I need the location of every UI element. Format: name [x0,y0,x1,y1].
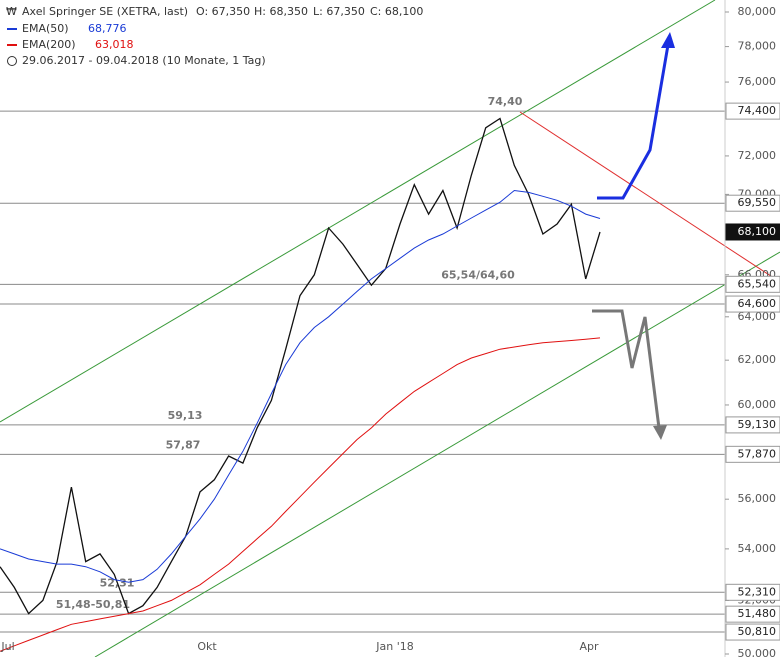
y-tick-label: 78,000 [738,40,777,53]
clock-icon [7,56,17,66]
lower-channel [94,251,780,657]
level-note: 57,87 [166,438,201,451]
trend-line [519,111,780,283]
up-arrow-head [661,32,675,48]
level-box [725,583,780,601]
y-tick-label: 62,000 [738,353,777,366]
down-arrow [592,309,661,429]
y-tick-label: 50,000 [738,647,777,657]
y-tick-label: 80,000 [738,5,777,18]
up-arrow [597,44,670,200]
legend-bg [0,0,300,70]
ohlc: C: 68,100 [370,5,423,18]
title: Axel Springer SE (XETRA, last) [22,5,188,18]
level-box [725,605,780,623]
level-box [725,416,780,434]
level-label: 69,550 [738,196,777,209]
ema-line [0,337,601,652]
y-tick-label: 60,000 [738,398,777,411]
ohlc: L: 67,350 [313,5,365,18]
x-tick-label: Jul [0,640,14,653]
icon: ₩ [6,5,17,18]
ohlc: H: 68,350 [254,5,308,18]
level-label: 52,310 [738,585,777,598]
y-tick-label: 56,000 [738,492,777,505]
upper-channel [0,0,716,423]
level-box [725,275,780,293]
level-box [725,295,780,313]
x-tick-label: Okt [197,640,217,653]
legend-name: EMA(50) [22,22,69,35]
level-note: 74,40 [488,95,523,108]
ema-line [0,189,601,583]
level-note: 51,48-50,81 [56,598,130,611]
x-tick-label: Jan '18 [375,640,413,653]
legend-value: 63,018 [95,38,134,51]
y-tick-label: 54,000 [738,542,777,555]
x-tick-label: Apr [579,640,599,653]
level-label: 51,480 [738,607,777,620]
y-tick-label: 64,000 [738,310,777,323]
ohlc: O: 67,350 [196,5,250,18]
level-box [725,223,780,241]
down-arrow-head [653,425,667,440]
level-box [725,623,780,641]
level-label: 64,600 [738,297,777,310]
price-line [0,117,601,615]
y-tick-label: 72,000 [738,149,777,162]
level-note: 65,54/64,60 [441,268,515,281]
legend-value: 68,776 [88,22,127,35]
level-label: 65,540 [738,277,777,290]
y-tick-label: 76,000 [738,75,777,88]
level-box [725,445,780,463]
level-label: 59,130 [738,418,777,431]
level-label: 57,870 [738,447,777,460]
legend-name: EMA(200) [22,38,76,51]
level-note: 59,13 [168,409,203,422]
level-label: 74,400 [738,104,777,117]
level-box [725,102,780,120]
level-label: 50,810 [738,625,777,638]
level-box [725,194,780,212]
period: 29.06.2017 - 09.04.2018 (10 Monate, 1 Ta… [22,54,266,67]
level-label: 68,100 [738,225,777,238]
